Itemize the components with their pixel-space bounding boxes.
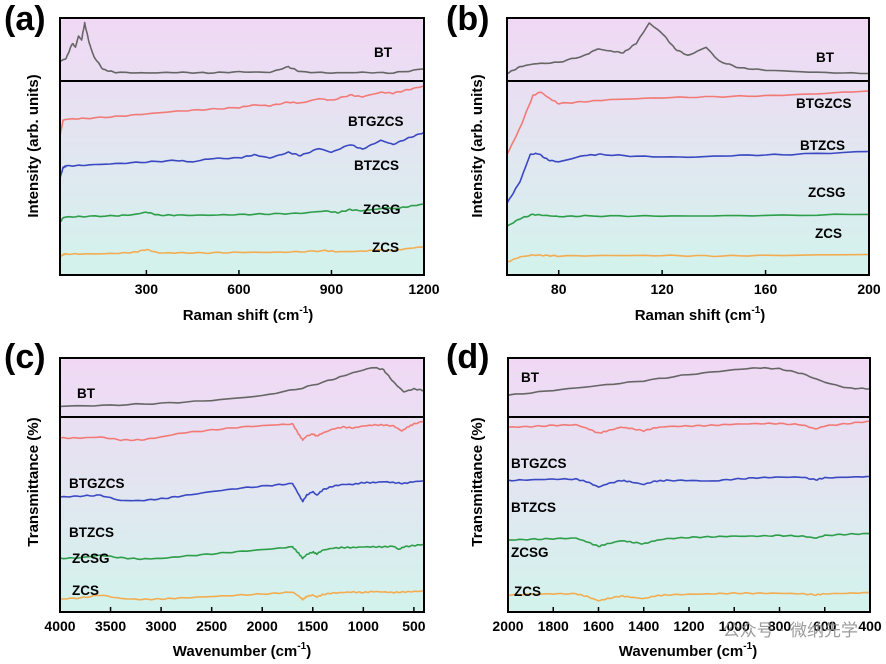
panel-a-label-bt: BT bbox=[374, 45, 393, 60]
panel-b-series-bt bbox=[506, 22, 869, 75]
panel-d-series-zcs bbox=[507, 591, 871, 602]
panel-a-xtick-label: 300 bbox=[135, 281, 159, 297]
panel-b-xlabel: Raman shift (cm-1) bbox=[635, 305, 766, 324]
panel-a-series-bt bbox=[59, 21, 425, 75]
panel-c-label-zcsg: ZCSG bbox=[72, 551, 110, 566]
panel-d-xtick-label: 1400 bbox=[628, 618, 659, 634]
panel-d-label-bt: BT bbox=[521, 370, 540, 385]
panel-c-background bbox=[60, 358, 424, 612]
panel-b-series-btgzcs bbox=[506, 90, 870, 156]
panel-a-series-btgzcs bbox=[59, 85, 425, 137]
panel-b-series-zcs bbox=[506, 253, 870, 263]
panel-d-xtick-label: 1800 bbox=[538, 618, 569, 634]
panel-d-series-bt bbox=[507, 366, 870, 396]
panel-c-xtick-label: 3500 bbox=[95, 618, 126, 634]
panel-d-xlabel: Wavenumber (cm-1) bbox=[619, 641, 757, 660]
panel-c-frame bbox=[59, 357, 425, 613]
panel-c-xtick-label: 500 bbox=[402, 618, 426, 634]
panel-b-xtick-label: 160 bbox=[754, 281, 778, 297]
panel-c-xlabel: Wavenumber (cm-1) bbox=[173, 641, 311, 660]
panel-c-xtick-label: 3000 bbox=[146, 618, 177, 634]
panel-d-label-btzcs: BTZCS bbox=[511, 500, 556, 515]
panel-b-label-zcs: ZCS bbox=[815, 226, 842, 241]
panel-d-label-zcsg: ZCSG bbox=[511, 545, 549, 560]
panel-c-series-btzcs bbox=[59, 480, 425, 503]
panel-a-series-layer bbox=[59, 21, 425, 258]
panel-d-xtick-label: 1200 bbox=[673, 618, 704, 634]
panel-d-frame bbox=[507, 357, 871, 613]
panel-a-ylabel: Intensity (arb. units) bbox=[25, 74, 42, 217]
panel-b-series-zcsg bbox=[506, 213, 870, 227]
panel-a-letter: (a) bbox=[4, 0, 46, 38]
panel-d-series-btzcs bbox=[507, 475, 871, 488]
panel-b-letter: (b) bbox=[446, 0, 489, 38]
panel-b-raman-low: 80 120 160 200 (b) Intensity (arb. units) R… bbox=[446, 0, 881, 324]
panel-c-tick-layer: 4000 3500 3000 2500 2000 1500 1000 500 bbox=[44, 607, 426, 634]
panel-a-background bbox=[60, 18, 424, 275]
panel-a-tick-layer: 300 600 900 1200 bbox=[135, 270, 440, 297]
panel-b-ylabel: Intensity (arb. units) bbox=[469, 74, 486, 217]
panel-d-xtick-label: 1000 bbox=[719, 618, 750, 634]
panel-c-series-zcs bbox=[59, 589, 425, 601]
panel-d-xtick-label: 400 bbox=[858, 618, 882, 634]
panel-b-label-btgzcs: BTGZCS bbox=[796, 96, 852, 111]
panel-a-label-btgzcs: BTGZCS bbox=[348, 114, 404, 129]
panel-b-label-btzcs: BTZCS bbox=[800, 138, 845, 153]
watermark-text: 公众号 · 微纳先学 bbox=[723, 621, 858, 641]
panel-b-series-btzcs bbox=[506, 150, 870, 204]
panel-d-letter: (d) bbox=[446, 338, 489, 376]
panel-a-xtick-label: 900 bbox=[320, 281, 344, 297]
panel-d-xtick-label: 800 bbox=[768, 618, 792, 634]
panel-c-series-btgzcs bbox=[59, 420, 425, 442]
panel-d-series-zcsg bbox=[507, 532, 871, 548]
panel-a-xtick-label: 600 bbox=[227, 281, 251, 297]
panel-c-xtick-label: 2000 bbox=[247, 618, 278, 634]
panel-d-xtick-label: 600 bbox=[813, 618, 837, 634]
panel-b-xtick-label: 120 bbox=[650, 281, 674, 297]
panel-c-series-layer bbox=[59, 366, 425, 601]
panel-b-xtick-label: 80 bbox=[551, 281, 567, 297]
panel-d-xtick-label: 1600 bbox=[583, 618, 614, 634]
panel-d-ylabel: Transmittance (%) bbox=[469, 417, 486, 546]
panel-c-letter: (c) bbox=[4, 338, 46, 376]
panel-a-series-btzcs bbox=[59, 131, 425, 179]
panel-c-label-btzcs: BTZCS bbox=[69, 525, 114, 540]
panel-a-frame bbox=[59, 17, 425, 276]
panel-b-label-bt: BT bbox=[816, 50, 835, 65]
panel-c-xtick-label: 2500 bbox=[196, 618, 227, 634]
panel-a-raman-wide: 300 600 900 1200 (a) Intensity (arb. units)… bbox=[4, 0, 440, 324]
panel-a-label-zcsg: ZCSG bbox=[363, 202, 401, 217]
panel-c-ftir-wide: 4000 3500 3000 2500 2000 1500 1000 500 (c) Tran… bbox=[4, 338, 426, 660]
panel-a-series-zcs bbox=[59, 245, 425, 258]
panel-a-label-btzcs: BTZCS bbox=[354, 158, 399, 173]
panel-a-series-zcsg bbox=[59, 203, 425, 223]
panel-d-ftir-low: 2000 1800 1600 1400 1200 1000 800 600 400 (d) Tr… bbox=[446, 338, 882, 660]
panel-d-label-btgzcs: BTGZCS bbox=[511, 456, 567, 471]
panel-b-label-zcsg: ZCSG bbox=[808, 185, 846, 200]
panel-c-xtick-label: 1000 bbox=[348, 618, 379, 634]
panel-a-xlabel: Raman shift (cm-1) bbox=[183, 305, 314, 324]
panel-c-ylabel: Transmittance (%) bbox=[25, 417, 42, 546]
panel-d-series-btgzcs bbox=[507, 420, 871, 434]
panel-b-background bbox=[507, 18, 869, 275]
panel-d-label-zcs: ZCS bbox=[514, 584, 541, 599]
panel-d-series-layer bbox=[507, 366, 871, 602]
panel-d-tick-layer: 2000 1800 1600 1400 1200 1000 800 600 400 bbox=[492, 607, 882, 634]
panel-c-xtick-label: 4000 bbox=[44, 618, 75, 634]
panel-d-xtick-label: 2000 bbox=[492, 618, 523, 634]
panel-b-series-layer bbox=[506, 22, 870, 263]
panel-c-series-zcsg bbox=[59, 543, 425, 561]
panel-b-xtick-label: 200 bbox=[857, 281, 881, 297]
panel-c-series-bt bbox=[59, 366, 425, 408]
panel-a-label-zcs: ZCS bbox=[372, 240, 399, 255]
panel-c-label-btgzcs: BTGZCS bbox=[69, 476, 125, 491]
panel-d-background bbox=[508, 358, 870, 612]
panel-b-frame bbox=[506, 17, 870, 276]
panel-c-label-bt: BT bbox=[77, 386, 96, 401]
panel-c-label-zcs: ZCS bbox=[72, 583, 99, 598]
panel-a-xtick-label: 1200 bbox=[408, 281, 439, 297]
panel-c-xtick-label: 1500 bbox=[297, 618, 328, 634]
